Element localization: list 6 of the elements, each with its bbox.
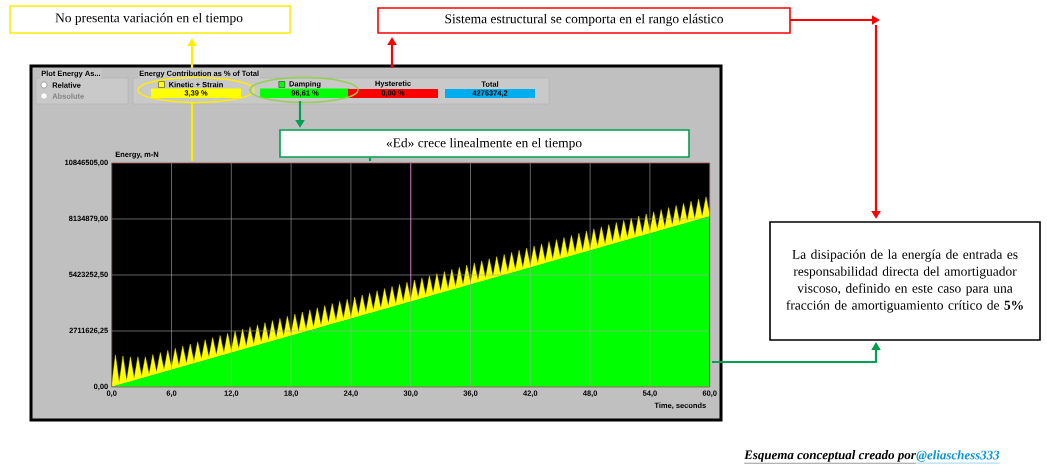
text: La disipación de la energía de entrada es responsabilidad directa del amortiguador viscoso, definido en este caso para una fracción de amortiguamiento crítico de 5% xyxy=(786,249,1023,313)
text: No presenta variación en el tiempo xyxy=(55,12,243,26)
text: Esquema conceptual creado por xyxy=(744,450,916,462)
text: Sistema estructural se comporta en el rango elástico xyxy=(445,13,724,27)
text: «Ed» crece linealmente en el tiempo xyxy=(386,137,582,151)
text: @eliaschess333 xyxy=(916,450,1000,462)
